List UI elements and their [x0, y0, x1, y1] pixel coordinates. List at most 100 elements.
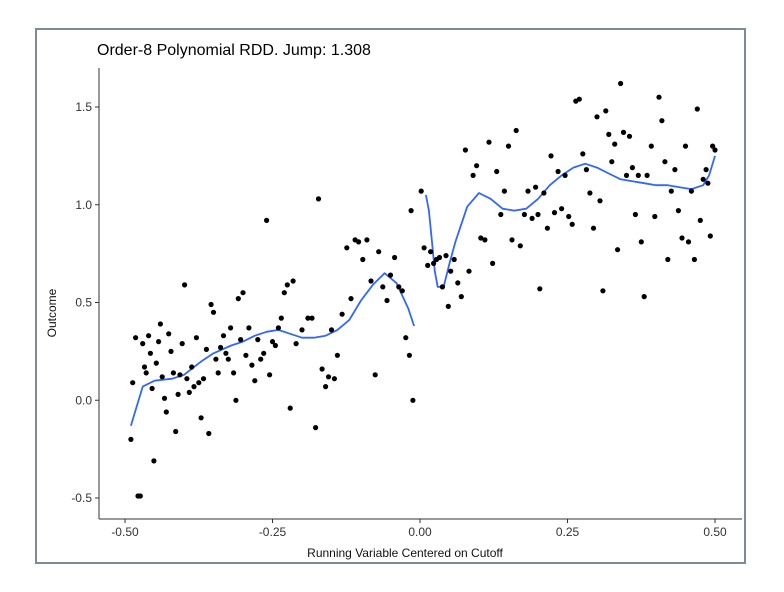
data-point	[697, 217, 703, 223]
data-point	[215, 370, 221, 376]
chart-frame: Order-8 Polynomial RDD. Jump: 1.308 -0.5…	[35, 28, 746, 564]
data-point	[641, 294, 647, 300]
data-point	[555, 168, 561, 175]
data-point	[710, 143, 716, 149]
data-point	[156, 339, 162, 345]
data-point	[179, 341, 185, 347]
data-point	[428, 249, 434, 255]
data-point	[569, 221, 575, 227]
data-point	[583, 167, 590, 173]
data-point	[168, 348, 174, 354]
fit-line-right	[425, 155, 716, 288]
data-point	[668, 188, 674, 194]
data-point	[665, 256, 671, 263]
data-point	[609, 159, 615, 165]
data-point	[521, 211, 527, 218]
data-point	[517, 243, 523, 249]
x-axis-title: Running Variable Centered on Cutoff	[307, 546, 503, 560]
data-point	[261, 350, 267, 356]
data-point	[594, 114, 600, 120]
data-point	[173, 428, 179, 435]
data-point	[501, 188, 507, 194]
data-point	[403, 335, 409, 341]
data-point	[682, 143, 689, 149]
x-axis-ticks: -0.50 -0.25 0.00 0.25 0.50	[111, 519, 727, 539]
data-point	[694, 106, 700, 112]
data-point	[325, 374, 332, 380]
data-point	[541, 190, 547, 196]
data-point	[700, 176, 706, 182]
data-point	[193, 335, 199, 341]
data-point	[396, 284, 402, 290]
data-point	[448, 268, 454, 274]
data-point	[210, 309, 217, 315]
data-point	[143, 370, 149, 376]
data-point	[679, 235, 685, 241]
data-point	[623, 172, 630, 178]
data-point	[149, 385, 155, 392]
data-point	[233, 397, 239, 403]
data-point	[163, 409, 169, 415]
y-tick-label: 0.5	[75, 296, 92, 310]
data-point	[218, 344, 224, 351]
data-point	[443, 253, 449, 259]
data-point	[620, 129, 627, 135]
data-point	[705, 180, 711, 186]
data-point	[238, 337, 244, 343]
data-point	[151, 458, 157, 464]
data-point	[486, 139, 492, 145]
data-point	[548, 153, 554, 159]
scatter-points	[128, 80, 718, 499]
data-point	[626, 133, 633, 139]
axes	[98, 68, 742, 520]
data-point	[313, 425, 319, 431]
data-point	[284, 282, 290, 288]
data-point	[587, 190, 593, 196]
data-point	[147, 350, 153, 356]
data-point	[544, 225, 550, 231]
data-point	[590, 225, 597, 231]
data-point	[418, 188, 424, 194]
data-point	[141, 364, 148, 370]
data-point	[240, 290, 246, 296]
y-tick-label: 1.0	[75, 198, 92, 212]
data-point	[264, 217, 270, 223]
data-point	[498, 211, 504, 218]
chart-plot: Order-8 Polynomial RDD. Jump: 1.308 -0.5…	[45, 42, 742, 560]
data-point	[220, 333, 227, 339]
data-point	[380, 284, 386, 290]
data-point	[618, 80, 624, 87]
data-point	[146, 333, 152, 339]
data-point	[275, 325, 281, 331]
data-point	[213, 356, 219, 362]
data-point	[494, 168, 500, 175]
data-point	[392, 254, 398, 261]
data-point	[470, 172, 476, 178]
data-point	[159, 374, 165, 380]
data-point	[309, 315, 315, 321]
data-point	[551, 210, 558, 216]
data-point	[672, 167, 678, 173]
data-point	[323, 384, 329, 390]
data-point	[478, 235, 484, 241]
data-point	[406, 352, 412, 358]
data-point	[252, 378, 258, 384]
fit-line-left	[130, 272, 415, 426]
data-point	[421, 245, 427, 251]
data-point	[153, 360, 159, 366]
data-point	[184, 376, 190, 382]
data-point	[175, 391, 181, 397]
data-point	[267, 372, 273, 378]
data-point	[203, 346, 209, 352]
data-point	[255, 337, 261, 343]
data-point	[629, 165, 636, 171]
data-point	[652, 213, 658, 220]
data-point	[559, 206, 565, 212]
chart-title: Order-8 Polynomial RDD. Jump: 1.308	[97, 42, 371, 59]
data-point	[315, 196, 322, 202]
data-point	[462, 147, 468, 153]
data-point	[688, 188, 695, 194]
data-point	[360, 256, 366, 263]
data-point	[339, 311, 345, 317]
data-point	[490, 260, 496, 266]
